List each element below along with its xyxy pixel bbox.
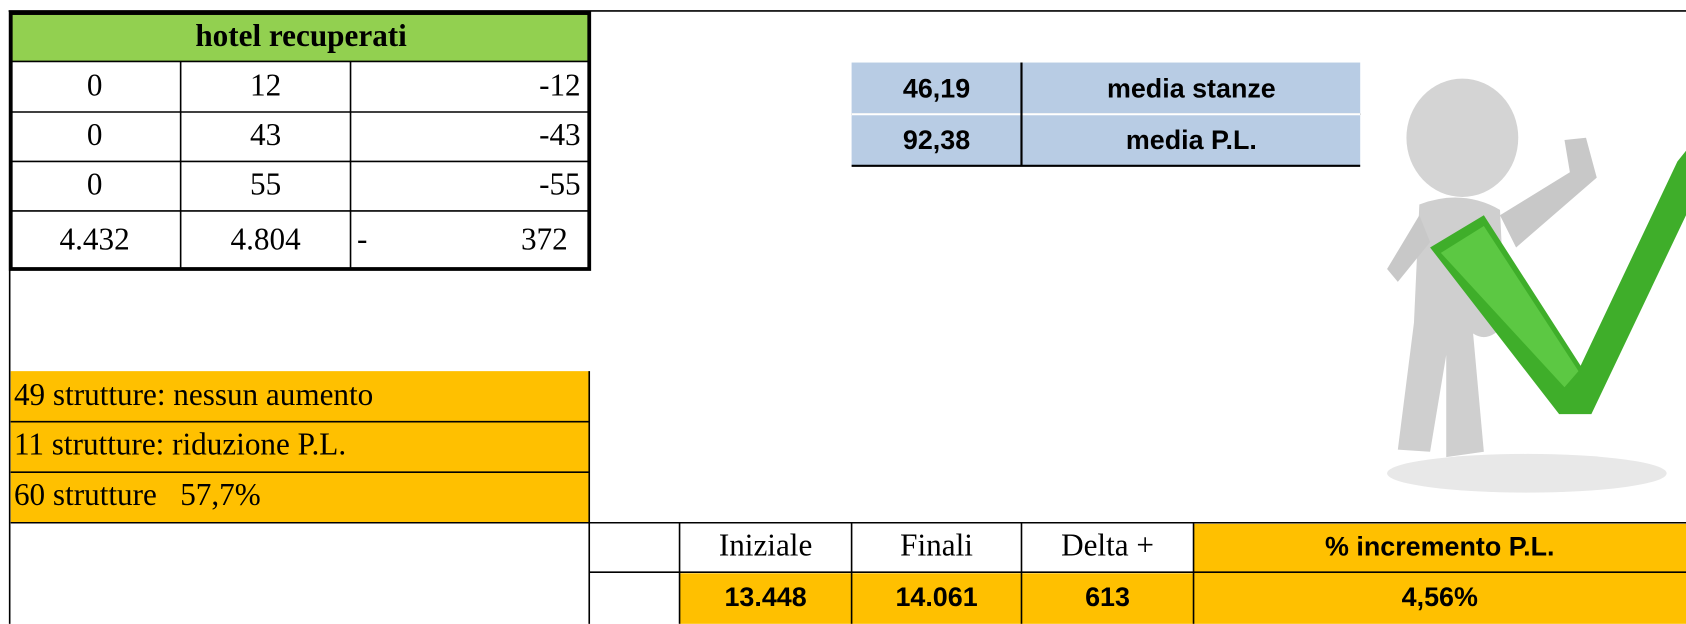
note: 60 strutture 57,7% [14, 477, 261, 512]
totals-value: 13.448 [724, 582, 806, 612]
totals-value: 613 [1085, 582, 1130, 612]
cell: -55 [539, 166, 581, 201]
cell: - [357, 221, 367, 256]
notes-grid [10, 371, 591, 523]
checkmark-figure [1387, 78, 1686, 493]
summary-grid [851, 62, 1361, 167]
totals-header: Finali [900, 528, 973, 563]
cell: -43 [539, 117, 581, 152]
summary-value: 92,38 [903, 125, 970, 155]
table-grid [8, 11, 592, 271]
cell: 55 [250, 166, 281, 201]
note: 49 strutture: nessun aumento [14, 377, 373, 412]
cell: 0 [87, 117, 103, 152]
summary-label: media P.L. [1126, 125, 1257, 155]
totals-value: 4,56% [1402, 582, 1478, 612]
cell: 4.432 [60, 221, 130, 256]
totals-header: Delta + [1061, 528, 1154, 563]
percent-cells [1193, 523, 1686, 624]
summary-label: media stanze [1107, 74, 1276, 104]
table-title: hotel recuperati [195, 18, 407, 53]
totals-value: 14.061 [895, 582, 977, 612]
cell: 43 [250, 117, 281, 152]
totals-header: Iniziale [719, 528, 812, 563]
note: 11 strutture: riduzione P.L. [14, 427, 346, 462]
totals-grid [10, 521, 1686, 624]
table-header [10, 13, 590, 62]
totals-header: % incremento P.L. [1325, 532, 1555, 562]
cell: 0 [87, 68, 103, 103]
cell: 0 [87, 166, 103, 201]
summary-value: 46,19 [903, 74, 970, 104]
totals-cells [679, 573, 1194, 624]
cell: 4.804 [231, 221, 302, 256]
cell: 12 [250, 68, 281, 103]
cell: -12 [539, 68, 581, 103]
notes-box [10, 371, 590, 523]
cell: 372 [521, 221, 568, 256]
